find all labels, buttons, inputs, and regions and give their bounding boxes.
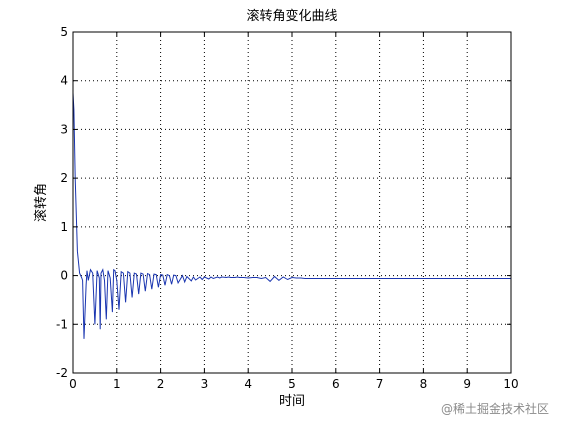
x-tick-label: 0 [69, 377, 77, 391]
x-tick-label: 6 [332, 377, 340, 391]
y-tick-label: -2 [56, 366, 68, 380]
chart-title: 滚转角变化曲线 [246, 8, 337, 24]
x-tick-label: 7 [376, 377, 384, 391]
x-tick-label: 10 [503, 377, 518, 391]
y-tick-label: 1 [60, 220, 68, 234]
x-tick-label: 2 [157, 377, 165, 391]
x-tick-label: 4 [244, 377, 252, 391]
x-tick-label: 8 [420, 377, 428, 391]
x-tick-label: 3 [201, 377, 209, 391]
x-tick-label: 5 [288, 377, 296, 391]
watermark: @稀土掘金技术社区 [440, 402, 549, 416]
x-axis-label: 时间 [279, 394, 305, 409]
y-tick-label: 3 [60, 122, 68, 136]
series-line [72, 92, 511, 339]
x-tick-label: 9 [463, 377, 471, 391]
grid [73, 32, 511, 373]
y-tick-label: 2 [60, 171, 68, 185]
y-tick-label: -1 [56, 317, 68, 331]
x-tick-label: 1 [113, 377, 121, 391]
y-tick-label: 5 [60, 25, 68, 39]
ticks: 0 1 2 3 4 5 6 7 8 9 10 -2 -1 0 1 2 3 4 5 [56, 25, 519, 391]
y-tick-label: 0 [60, 269, 68, 283]
y-axis-label: 滚转角 [33, 183, 49, 222]
series-layer [72, 92, 511, 339]
y-tick-label: 4 [60, 74, 68, 88]
